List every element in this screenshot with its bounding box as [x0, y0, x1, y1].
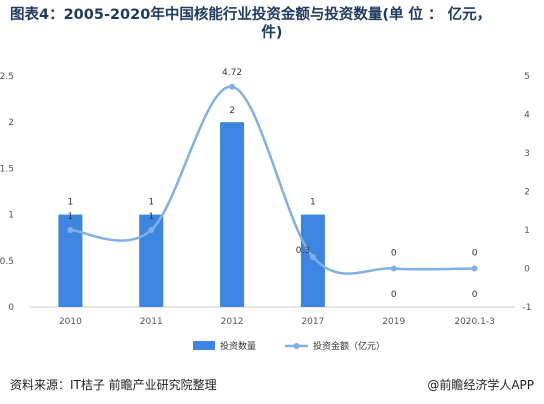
y-left-tick-label: 0.5	[0, 257, 14, 267]
bar	[220, 122, 245, 307]
y-right-tick-label: 0	[524, 265, 530, 275]
source-note: 资料来源：IT桔子 前瞻产业研究院整理	[10, 378, 217, 392]
y-right-tick-label: 5	[524, 72, 530, 82]
y-right-tick-label: 1	[524, 226, 530, 236]
x-tick-label: 2020.1-3	[454, 317, 494, 327]
line-data-label: 0	[472, 249, 478, 259]
legend-label-bars: 投资数量	[220, 340, 256, 352]
y-left-tick-label: 2	[8, 118, 14, 128]
amount-point	[67, 227, 74, 233]
amount-line	[70, 85, 475, 275]
y-right-tick-label: 4	[524, 111, 530, 121]
amount-point	[309, 253, 316, 260]
x-tick-label: 2011	[140, 317, 163, 327]
y-right-tick-label: 3	[524, 149, 530, 159]
line-data-label: 0	[391, 249, 397, 259]
bar	[300, 214, 325, 307]
y-right-tick-label: 2	[524, 188, 530, 198]
y-left-tick-label: 0	[8, 303, 14, 313]
bar-data-label: 0	[472, 290, 478, 300]
line-data-label: 1	[68, 212, 74, 222]
amount-point	[229, 83, 236, 90]
y-left-tick-label: 2.5	[0, 72, 14, 82]
chart-title: 图表4：2005-2020年中国核能行业投资金额与投资数量(单 位 ： 亿元， …	[10, 6, 534, 42]
amount-point	[471, 265, 478, 272]
legend-label-line: 投资金额（亿元）	[313, 340, 385, 352]
line-data-label: 1	[148, 212, 154, 222]
y-left-tick-label: 1	[8, 211, 14, 221]
bar-data-label: 0	[391, 290, 397, 300]
bar-data-label: 1	[148, 198, 154, 208]
amount-point	[390, 265, 397, 272]
legend-swatch-line-point	[293, 343, 300, 349]
x-tick-label: 2017	[301, 317, 324, 327]
bar-data-label: 1	[310, 198, 316, 208]
line-data-label: 4.72	[222, 68, 242, 78]
brand-credit: @前瞻经济学人APP	[427, 378, 534, 392]
bar-data-label: 1	[68, 198, 74, 208]
y-left-tick-label: 1.5	[0, 164, 14, 174]
bar-data-label: 2	[229, 106, 235, 116]
title-line-1: 图表4：2005-2020年中国核能行业投资金额与投资数量(单 位 ： 亿元，	[10, 7, 492, 23]
x-tick-label: 2010	[59, 317, 82, 327]
amount-point	[148, 227, 155, 233]
x-tick-label: 2012	[221, 317, 244, 327]
line-data-label: 0.3	[296, 246, 310, 256]
x-tick-label: 2019	[382, 317, 405, 327]
y-right-tick-label: -1	[523, 303, 532, 313]
title-line-2: 件)	[261, 25, 283, 41]
legend-swatch-bars	[193, 341, 215, 350]
